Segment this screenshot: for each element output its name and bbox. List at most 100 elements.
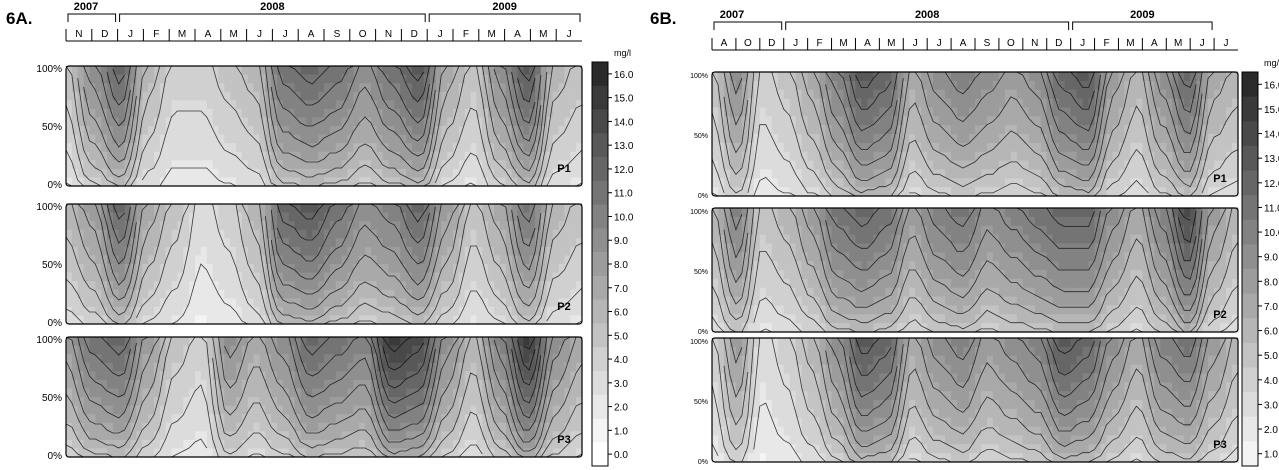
contour-cell (153, 117, 161, 127)
contour-cell (177, 143, 184, 153)
contour-cell (429, 337, 437, 347)
contour-cell (441, 379, 448, 390)
contour-cell (717, 134, 725, 144)
contour-cell (183, 289, 190, 299)
contour-cell (1040, 98, 1048, 109)
contour-cell (517, 160, 524, 170)
contour-cell (236, 229, 243, 239)
contour-cell (861, 116, 869, 126)
contour-cell (294, 66, 302, 76)
contour-cell (306, 255, 313, 265)
contour-cell (130, 168, 137, 179)
contour-cell (517, 379, 524, 390)
contour-cell (265, 397, 272, 407)
contour-cell (206, 281, 214, 291)
contour-cell (1052, 72, 1060, 82)
contour-cell (517, 448, 524, 458)
contour-cell (831, 72, 839, 82)
contour-cell (382, 221, 390, 231)
contour-cell (195, 362, 202, 372)
contour-cell (130, 126, 137, 136)
contour-cell (406, 362, 413, 372)
contour-cell (77, 212, 85, 222)
contour-cell (1130, 80, 1137, 91)
contour-cell (400, 100, 407, 110)
contour-cell (118, 66, 126, 76)
contour-cell (101, 345, 108, 355)
contour-cell (447, 422, 454, 432)
contour-cell (447, 168, 454, 179)
contour-cell (306, 221, 313, 231)
contour-cell (124, 422, 132, 432)
contour-cell (365, 66, 372, 76)
month-label: M (1126, 38, 1134, 49)
contour-cell (505, 289, 513, 299)
contour-cell (789, 98, 797, 109)
contour-cell (576, 431, 583, 441)
contour-cell (975, 89, 982, 100)
contour-cell (370, 414, 378, 424)
contour-cell (183, 255, 190, 265)
contour-cell (253, 264, 261, 274)
contour-cell (206, 414, 214, 424)
contour-cell (159, 204, 167, 214)
contour-cell (453, 160, 460, 170)
contour-cell (1106, 89, 1114, 100)
contour-cell (747, 72, 755, 82)
contour-cell (159, 298, 167, 308)
contour-cell (741, 98, 749, 109)
contour-cell (411, 143, 419, 153)
contour-cell (406, 126, 413, 136)
contour-cell (341, 91, 349, 101)
contour-cell (1082, 169, 1090, 179)
contour-cell (505, 143, 513, 153)
contour-cell (1064, 80, 1072, 91)
contour-cell (130, 315, 137, 325)
contour-cell (365, 345, 372, 355)
contour-cell (218, 160, 225, 170)
contour-cell (546, 134, 554, 144)
contour-cell (488, 100, 495, 110)
contour-cell (159, 431, 167, 441)
contour-cell (189, 414, 196, 424)
contour-cell (171, 397, 179, 407)
contour-cell (1016, 142, 1024, 153)
contour-cell (394, 371, 401, 381)
contour-cell (867, 98, 874, 109)
legend-value: 9.0 (614, 236, 628, 247)
contour-cell (939, 125, 946, 135)
contour-cell (1172, 160, 1179, 171)
contour-cell (142, 255, 149, 265)
contour-cell (406, 168, 413, 179)
contour-cell (1166, 169, 1173, 179)
contour-cell (975, 72, 982, 82)
contour-cell (370, 345, 378, 355)
contour-cell (813, 116, 821, 126)
contour-cell (153, 414, 161, 424)
contour-cell (576, 246, 583, 257)
contour-cell (318, 74, 325, 84)
contour-cell (253, 439, 261, 450)
contour-cell (998, 107, 1006, 117)
contour-cell (189, 204, 196, 214)
contour-cell (494, 126, 501, 136)
contour-cell (112, 272, 120, 282)
contour-cell (980, 178, 988, 188)
contour-cell (482, 448, 489, 458)
contour-cell (801, 80, 809, 91)
contour-cell (353, 246, 360, 257)
contour-cell (224, 91, 231, 101)
contour-cell (148, 298, 155, 308)
contour-cell (447, 431, 454, 441)
contour-cell (1004, 134, 1012, 144)
contour-cell (558, 238, 566, 248)
contour-cell (482, 315, 489, 325)
contour-cell (488, 74, 495, 84)
contour-cell (177, 379, 184, 390)
contour-cell (570, 100, 577, 110)
contour-cell (570, 388, 577, 398)
contour-cell (963, 72, 970, 82)
contour-cell (546, 354, 554, 364)
contour-cell (271, 337, 278, 347)
